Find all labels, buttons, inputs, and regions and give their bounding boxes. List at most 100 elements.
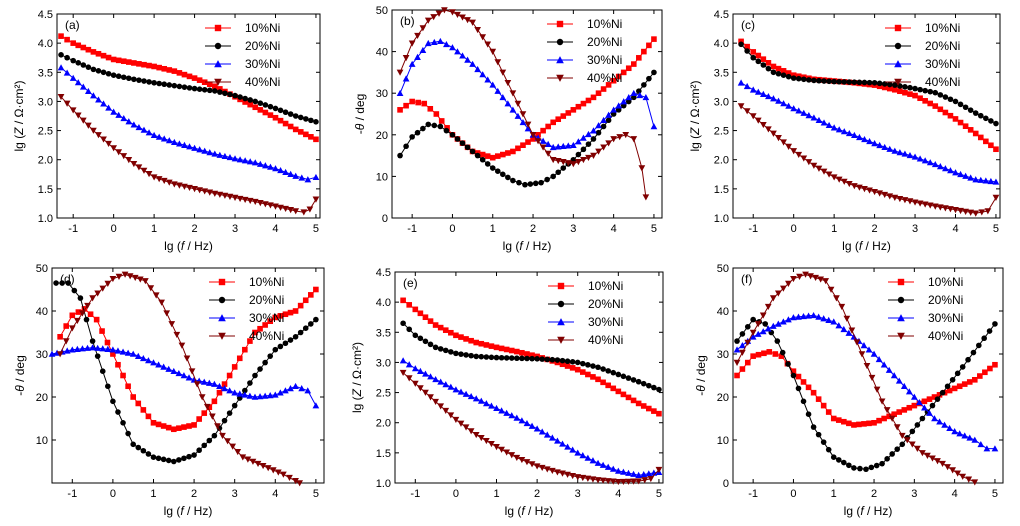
data-point bbox=[642, 194, 650, 201]
data-point bbox=[641, 82, 647, 88]
data-point bbox=[500, 151, 506, 158]
data-point bbox=[525, 139, 531, 145]
data-point bbox=[889, 451, 895, 457]
data-point bbox=[892, 86, 898, 93]
x-tick-label: 5 bbox=[993, 223, 999, 235]
data-point bbox=[414, 32, 421, 40]
x-tick-label: 4 bbox=[615, 488, 621, 500]
data-point bbox=[214, 423, 221, 430]
data-point bbox=[168, 321, 176, 328]
legend-marker bbox=[557, 318, 565, 326]
data-point bbox=[267, 163, 274, 170]
data-point bbox=[59, 280, 65, 286]
plot-frame bbox=[732, 13, 1001, 219]
data-point bbox=[947, 206, 954, 213]
data-point bbox=[206, 87, 213, 94]
data-point bbox=[774, 338, 781, 344]
data-point bbox=[115, 57, 122, 64]
data-point bbox=[211, 432, 218, 439]
data-point bbox=[484, 153, 491, 159]
data-point bbox=[835, 457, 842, 463]
data-point bbox=[620, 478, 627, 486]
data-point bbox=[518, 417, 526, 424]
data-point bbox=[785, 70, 792, 76]
data-point bbox=[972, 130, 979, 137]
x-tick-label: 1 bbox=[493, 488, 499, 500]
data-point bbox=[161, 81, 168, 88]
x-tick-label: 0 bbox=[110, 488, 116, 500]
data-point bbox=[585, 130, 592, 138]
data-point bbox=[200, 378, 208, 385]
data-point bbox=[805, 112, 813, 119]
data-point bbox=[493, 344, 500, 351]
data-point bbox=[595, 129, 602, 136]
data-point bbox=[795, 75, 802, 82]
data-point bbox=[820, 119, 828, 126]
data-point bbox=[892, 82, 898, 88]
x-tick-label: 3 bbox=[232, 488, 238, 500]
x-tick-label: 5 bbox=[313, 488, 319, 500]
data-point bbox=[262, 201, 269, 208]
data-point bbox=[898, 432, 906, 440]
data-point bbox=[415, 99, 421, 106]
data-point bbox=[430, 14, 438, 21]
series-20pctNi bbox=[734, 316, 998, 473]
data-point bbox=[830, 124, 838, 131]
data-point bbox=[432, 375, 439, 383]
data-point bbox=[272, 105, 279, 112]
data-point bbox=[519, 349, 525, 356]
data-point bbox=[427, 394, 434, 401]
data-point bbox=[580, 369, 586, 375]
data-point bbox=[530, 136, 536, 142]
data-point bbox=[498, 354, 505, 361]
data-point bbox=[221, 417, 228, 424]
data-point bbox=[176, 70, 183, 76]
data-point bbox=[409, 98, 415, 105]
data-point bbox=[856, 133, 863, 141]
legend-entry: 10%Ni bbox=[205, 21, 280, 35]
data-point bbox=[840, 178, 848, 185]
series-40pctNi bbox=[733, 271, 979, 486]
data-point bbox=[569, 161, 577, 168]
data-point bbox=[188, 368, 196, 375]
data-point bbox=[297, 329, 304, 336]
data-point bbox=[140, 407, 147, 413]
data-point bbox=[878, 398, 886, 405]
data-point bbox=[272, 314, 279, 321]
data-point bbox=[297, 129, 304, 135]
data-point bbox=[555, 169, 562, 176]
data-point bbox=[760, 56, 767, 62]
data-point bbox=[750, 49, 757, 55]
data-point bbox=[912, 85, 918, 92]
data-point bbox=[846, 420, 852, 427]
data-point bbox=[600, 123, 607, 130]
data-point bbox=[905, 388, 913, 395]
legend-label: 40%Ni bbox=[928, 329, 963, 343]
legend-label: 30%Ni bbox=[249, 311, 284, 325]
data-point bbox=[585, 97, 592, 104]
legend-entry: 30%Ni bbox=[548, 315, 623, 329]
data-point bbox=[160, 177, 168, 185]
data-point bbox=[600, 379, 606, 386]
data-point bbox=[750, 316, 756, 323]
data-point bbox=[206, 189, 214, 196]
data-point bbox=[620, 69, 627, 76]
data-point bbox=[640, 403, 647, 409]
data-point bbox=[458, 351, 464, 357]
data-point bbox=[614, 467, 622, 474]
data-point bbox=[272, 203, 279, 210]
data-point bbox=[532, 180, 539, 187]
legend-marker bbox=[556, 74, 564, 82]
x-tick-label: 0 bbox=[449, 223, 455, 235]
x-tick-label: 1 bbox=[151, 223, 157, 235]
data-point bbox=[528, 461, 536, 468]
data-point bbox=[800, 155, 808, 162]
data-point bbox=[966, 434, 974, 441]
series-20pctNi bbox=[738, 41, 999, 127]
data-point bbox=[759, 121, 767, 129]
data-point bbox=[286, 474, 293, 481]
x-tick-label: 4 bbox=[272, 223, 278, 235]
x-axis-label: lg (f / Hz) bbox=[505, 504, 554, 518]
data-point bbox=[399, 357, 407, 364]
y-tick-label: 3.5 bbox=[376, 327, 391, 339]
